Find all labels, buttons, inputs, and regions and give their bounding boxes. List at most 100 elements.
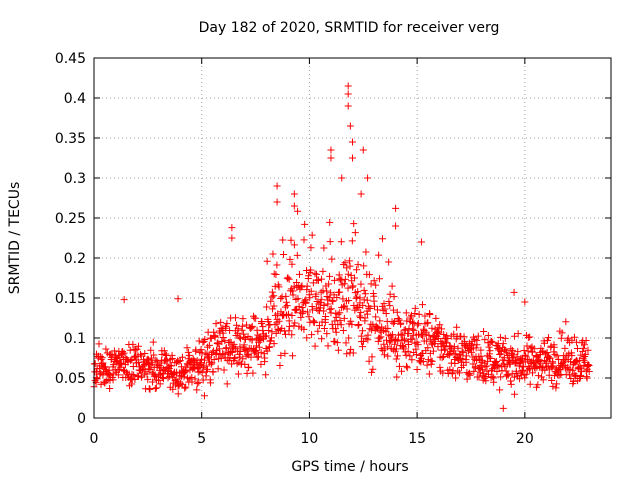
data-point (287, 236, 295, 244)
data-point (386, 338, 394, 346)
data-point (535, 357, 543, 365)
data-point (501, 334, 509, 342)
data-point (137, 352, 145, 360)
data-point (353, 266, 361, 274)
data-point (129, 340, 137, 348)
data-point (174, 390, 182, 398)
data-point (205, 341, 213, 349)
data-point (134, 342, 142, 350)
data-point (133, 345, 141, 353)
data-point (574, 344, 582, 352)
data-point (362, 248, 370, 256)
data-point (248, 323, 256, 331)
data-point (344, 82, 352, 90)
data-point (420, 326, 428, 334)
data-point (237, 335, 245, 343)
data-point (485, 350, 493, 358)
data-point (223, 380, 231, 388)
data-point (294, 295, 302, 303)
data-point (195, 378, 203, 386)
data-point (421, 312, 429, 320)
data-point (302, 296, 310, 304)
data-point (361, 290, 369, 298)
data-point (522, 352, 530, 360)
data-point (339, 295, 347, 303)
data-point (242, 345, 250, 353)
data-point (395, 362, 403, 370)
y-tick-label: 0.3 (64, 171, 86, 187)
data-point (394, 337, 402, 345)
data-point (145, 365, 153, 373)
data-point (407, 311, 415, 319)
data-point (541, 366, 549, 374)
data-point (345, 334, 353, 342)
data-point (110, 347, 118, 355)
data-point (481, 336, 489, 344)
data-point (129, 363, 137, 371)
data-point (332, 328, 340, 336)
data-point (308, 331, 316, 339)
data-point (334, 346, 342, 354)
data-point (222, 344, 230, 352)
data-point (384, 324, 392, 332)
data-point (484, 332, 492, 340)
data-point (368, 326, 376, 334)
y-tick-label: 0.1 (64, 331, 86, 347)
data-point (432, 314, 440, 322)
data-point (503, 348, 511, 356)
data-point (548, 377, 556, 385)
data-point (346, 122, 354, 130)
data-point (289, 352, 297, 360)
data-point (424, 319, 432, 327)
data-point (449, 367, 457, 375)
data-point (326, 218, 334, 226)
y-tick-label: 0.2 (64, 251, 86, 267)
data-point (280, 250, 288, 258)
data-point (511, 390, 519, 398)
data-point (502, 346, 510, 354)
data-point (400, 345, 408, 353)
data-point (307, 266, 315, 274)
data-point (553, 352, 561, 360)
data-point (510, 288, 518, 296)
data-point (91, 360, 99, 368)
data-point (344, 90, 352, 98)
data-point (181, 384, 189, 392)
data-point (364, 174, 372, 182)
data-point (483, 367, 491, 375)
data-point (131, 376, 139, 384)
data-point (193, 380, 201, 388)
data-point (226, 327, 234, 335)
data-point (442, 339, 450, 347)
data-point (211, 333, 219, 341)
data-point (114, 371, 122, 379)
data-point (291, 319, 299, 327)
data-point (203, 365, 211, 373)
data-point (295, 270, 303, 278)
data-point (466, 371, 474, 379)
data-point (391, 318, 399, 326)
data-point (357, 313, 365, 321)
data-point (191, 375, 199, 383)
data-point (459, 349, 467, 357)
data-point (341, 275, 349, 283)
data-point (565, 371, 573, 379)
data-point (268, 328, 276, 336)
data-point (273, 198, 281, 206)
data-point (408, 356, 416, 364)
data-point (493, 361, 501, 369)
data-point (331, 317, 339, 325)
data-point (317, 288, 325, 296)
data-point (320, 244, 328, 252)
data-point (311, 342, 319, 350)
data-point (532, 352, 540, 360)
data-point (203, 343, 211, 351)
data-point (247, 353, 255, 361)
data-point (276, 362, 284, 370)
data-point (286, 255, 294, 263)
data-point (562, 318, 570, 326)
data-point (370, 302, 378, 310)
data-point (438, 325, 446, 333)
data-point (252, 314, 260, 322)
